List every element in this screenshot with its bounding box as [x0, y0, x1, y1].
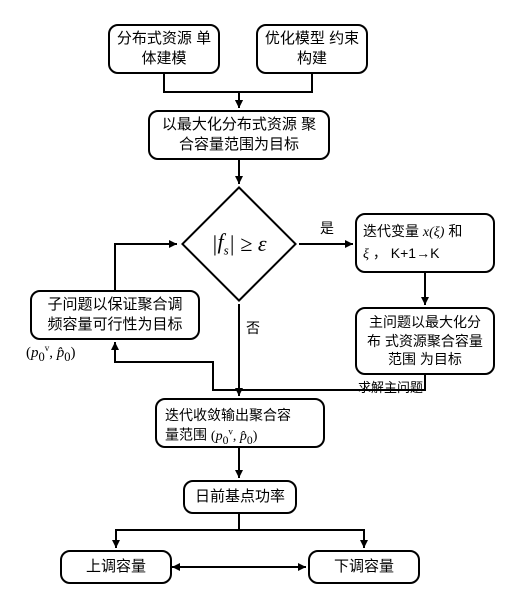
edge-e_tl_goal [164, 74, 239, 108]
label-conv-1: 迭代收敛输出聚合容 [165, 407, 291, 423]
label-k: ， K+1→K [373, 245, 440, 261]
node-iterate-variables: 迭代变量 x(ξ) 和 ξ ， K+1→K [355, 213, 495, 273]
node-main-problem: 主问题以最大化分布 式资源聚合容量范围 为目标 [355, 307, 495, 375]
expr-x: x(ξ) [423, 225, 445, 240]
expr-xi: ξ [363, 247, 369, 262]
expr-pair: (p0v, p̂0) [211, 429, 258, 444]
label-iter: 迭代变量 [363, 223, 419, 239]
node-maximize-aggregation-goal: 以最大化分布式资源 聚合容量范围为目标 [148, 110, 330, 160]
node-day-ahead-base-power: 日前基点功率 [183, 480, 297, 514]
edge-e_sub_d [115, 244, 177, 290]
edge-label-yes: 是 [320, 218, 334, 238]
node-down-capacity: 下调容量 [308, 550, 420, 584]
node-sub-problem: 子问题以保证聚合调 频容量可行性为目标 [30, 290, 200, 340]
node-up-capacity: 上调容量 [60, 550, 172, 584]
edge-e_split_down [239, 530, 364, 548]
decision-formula: |fs| ≥ ε [189, 224, 289, 264]
node-distributed-resource-modeling: 分布式资源 单体建模 [108, 24, 220, 74]
edge-label-no: 否 [246, 318, 260, 338]
node-optimization-model-constraints: 优化模型 约束构建 [256, 24, 368, 74]
node-converged-output: 迭代收敛输出聚合容 量范围 (p0v, p̂0) [155, 398, 325, 448]
edge-e_tr_goal [239, 74, 312, 108]
edge-e_split_up [116, 530, 239, 548]
label-and: 和 [448, 223, 462, 239]
edge-label-pair-left: (p0v, p̂0) [26, 343, 76, 365]
edge-label-solve-main: 求解主问题 [358, 377, 423, 396]
label-conv-2: 量范围 [165, 427, 207, 443]
